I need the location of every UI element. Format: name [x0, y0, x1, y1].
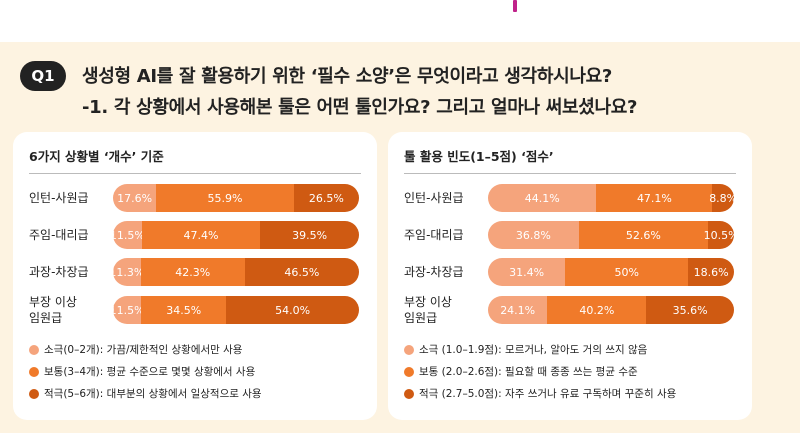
legend-dot-icon [404, 344, 414, 355]
legend-dot-icon [404, 388, 414, 399]
legend-label: 보통 (2.0–2.6점): 필요할 때 종종 쓰는 평균 수준 [419, 366, 638, 378]
category-label-line: 주임-대리급 [404, 228, 464, 242]
legend-dot-icon [29, 366, 39, 377]
legend-dot-icon [404, 366, 414, 377]
category-label: 주임-대리급 [404, 227, 494, 243]
category-label-line: 인턴-사원급 [29, 191, 89, 205]
category-label-line: 과장-차장급 [404, 265, 464, 279]
question-line-1: 생성형 AI를 잘 활용하기 위한 ‘필수 소양’은 무엇이라고 생각하시나요? [82, 66, 612, 87]
bar-segment: 11.3% [113, 258, 144, 286]
bar-segment: 17.6% [113, 184, 157, 212]
bar-segment: 31.4% [488, 258, 566, 286]
stacked-bar: 31.4% 50% 18.6% [488, 258, 734, 286]
category-label-line: 과장-차장급 [29, 265, 89, 279]
legend-dot-icon [29, 388, 39, 399]
bar-segment: 39.5% [260, 221, 359, 249]
stacked-bar: 11.5% 47.4% 39.5% [113, 221, 359, 249]
legend-label: 적극 (2.7–5.0점): 자주 쓰거나 유료 구독하며 꾸준히 사용 [419, 388, 677, 400]
stacked-bar: 11.3%42.3%46.5% [113, 258, 359, 286]
bar-segment: 55.9% [156, 184, 294, 212]
bar-segment: 40.2% [547, 296, 647, 324]
legend-dot-icon [29, 344, 39, 355]
legend-item: 보통(3–4개): 평균 수준으로 몇몇 상황에서 사용 [29, 364, 255, 379]
category-label: 과장-차장급 [29, 264, 119, 280]
category-label: 주임-대리급 [29, 227, 119, 243]
bar-segment: 47.1% [596, 184, 713, 212]
category-label: 과장-차장급 [404, 264, 494, 280]
bar-segment: 50% [565, 258, 689, 286]
bar-segment: 10.5% [704, 221, 734, 249]
legend-item: 보통 (2.0–2.6점): 필요할 때 종종 쓰는 평균 수준 [404, 364, 638, 379]
bar-segment: 34.5% [141, 296, 227, 324]
stacked-bar: 36.8%52.6%10.5% [488, 221, 734, 249]
bar-segment: 11.5% [113, 221, 145, 249]
category-label-line: 인턴-사원급 [404, 191, 464, 205]
question-line-2: -1. 각 상황에서 사용해본 툴은 어떤 툴인가요? 그리고 얼마나 써보셨나… [82, 97, 638, 118]
divider [29, 173, 361, 174]
legend-item: 적극(5–6개): 대부분의 상황에서 일상적으로 사용 [29, 386, 262, 401]
bar-segment: 11.5% [113, 296, 145, 324]
legend-label: 소극 (1.0–1.9점): 모르거나, 알아도 거의 쓰지 않음 [419, 344, 648, 356]
bar-segment: 18.6% [688, 258, 734, 286]
category-label-line: 주임-대리급 [29, 228, 89, 242]
bar-segment: 42.3% [140, 258, 245, 286]
question-badge: Q1 [20, 61, 66, 91]
divider [404, 173, 736, 174]
legend-item: 소극(0–2개): 가끔/제한적인 상황에서만 사용 [29, 342, 242, 357]
chart-title: 툴 활용 빈도(1–5점) ‘점수’ [404, 149, 554, 164]
legend-item: 적극 (2.7–5.0점): 자주 쓰거나 유료 구독하며 꾸준히 사용 [404, 386, 676, 401]
bar-segment: 47.4% [141, 221, 261, 249]
category-label: 인턴-사원급 [404, 190, 494, 206]
stacked-bar: 17.6% 55.9% 26.5% [113, 184, 359, 212]
chart-card-count: 6가지 상황별 ‘개수’ 기준 인턴-사원급 17.6% 55.9% 26.5% 주임-… [13, 132, 377, 420]
legend-label: 소극(0–2개): 가끔/제한적인 상황에서만 사용 [44, 344, 243, 356]
stacked-bar: 44.1%47.1%8.8% [488, 184, 734, 212]
chart-title: 6가지 상황별 ‘개수’ 기준 [29, 149, 164, 164]
legend-label: 보통(3–4개): 평균 수준으로 몇몇 상황에서 사용 [44, 366, 256, 378]
legend-item: 소극 (1.0–1.9점): 모르거나, 알아도 거의 쓰지 않음 [404, 342, 647, 357]
category-label-line: 임원급 [29, 311, 63, 325]
category-label-line: 임원급 [404, 311, 438, 325]
category-label-line: 부장 이상 [404, 295, 452, 309]
top-accent-mark [513, 0, 517, 12]
bar-segment: 26.5% [293, 184, 359, 212]
stacked-bar: 11.5% 34.5% 54.0% [113, 296, 359, 324]
category-label-line: 부장 이상 [29, 295, 77, 309]
bar-segment: 44.1% [488, 184, 597, 212]
bar-segment: 36.8% [488, 221, 579, 249]
chart-card-score: 툴 활용 빈도(1–5점) ‘점수’ 인턴-사원급 44.1%47.1%8.8% 주… [388, 132, 752, 420]
bar-segment: 46.5% [244, 258, 359, 286]
bar-segment: 8.8% [709, 184, 734, 212]
bar-segment: 24.1% [488, 296, 548, 324]
bar-segment: 54.0% [226, 296, 359, 324]
bar-segment: 35.6% [646, 296, 734, 324]
legend-label: 적극(5–6개): 대부분의 상황에서 일상적으로 사용 [44, 388, 262, 400]
stacked-bar: 24.1% 40.2% 35.6% [488, 296, 734, 324]
category-label: 인턴-사원급 [29, 190, 119, 206]
bar-segment: 52.6% [578, 221, 709, 249]
